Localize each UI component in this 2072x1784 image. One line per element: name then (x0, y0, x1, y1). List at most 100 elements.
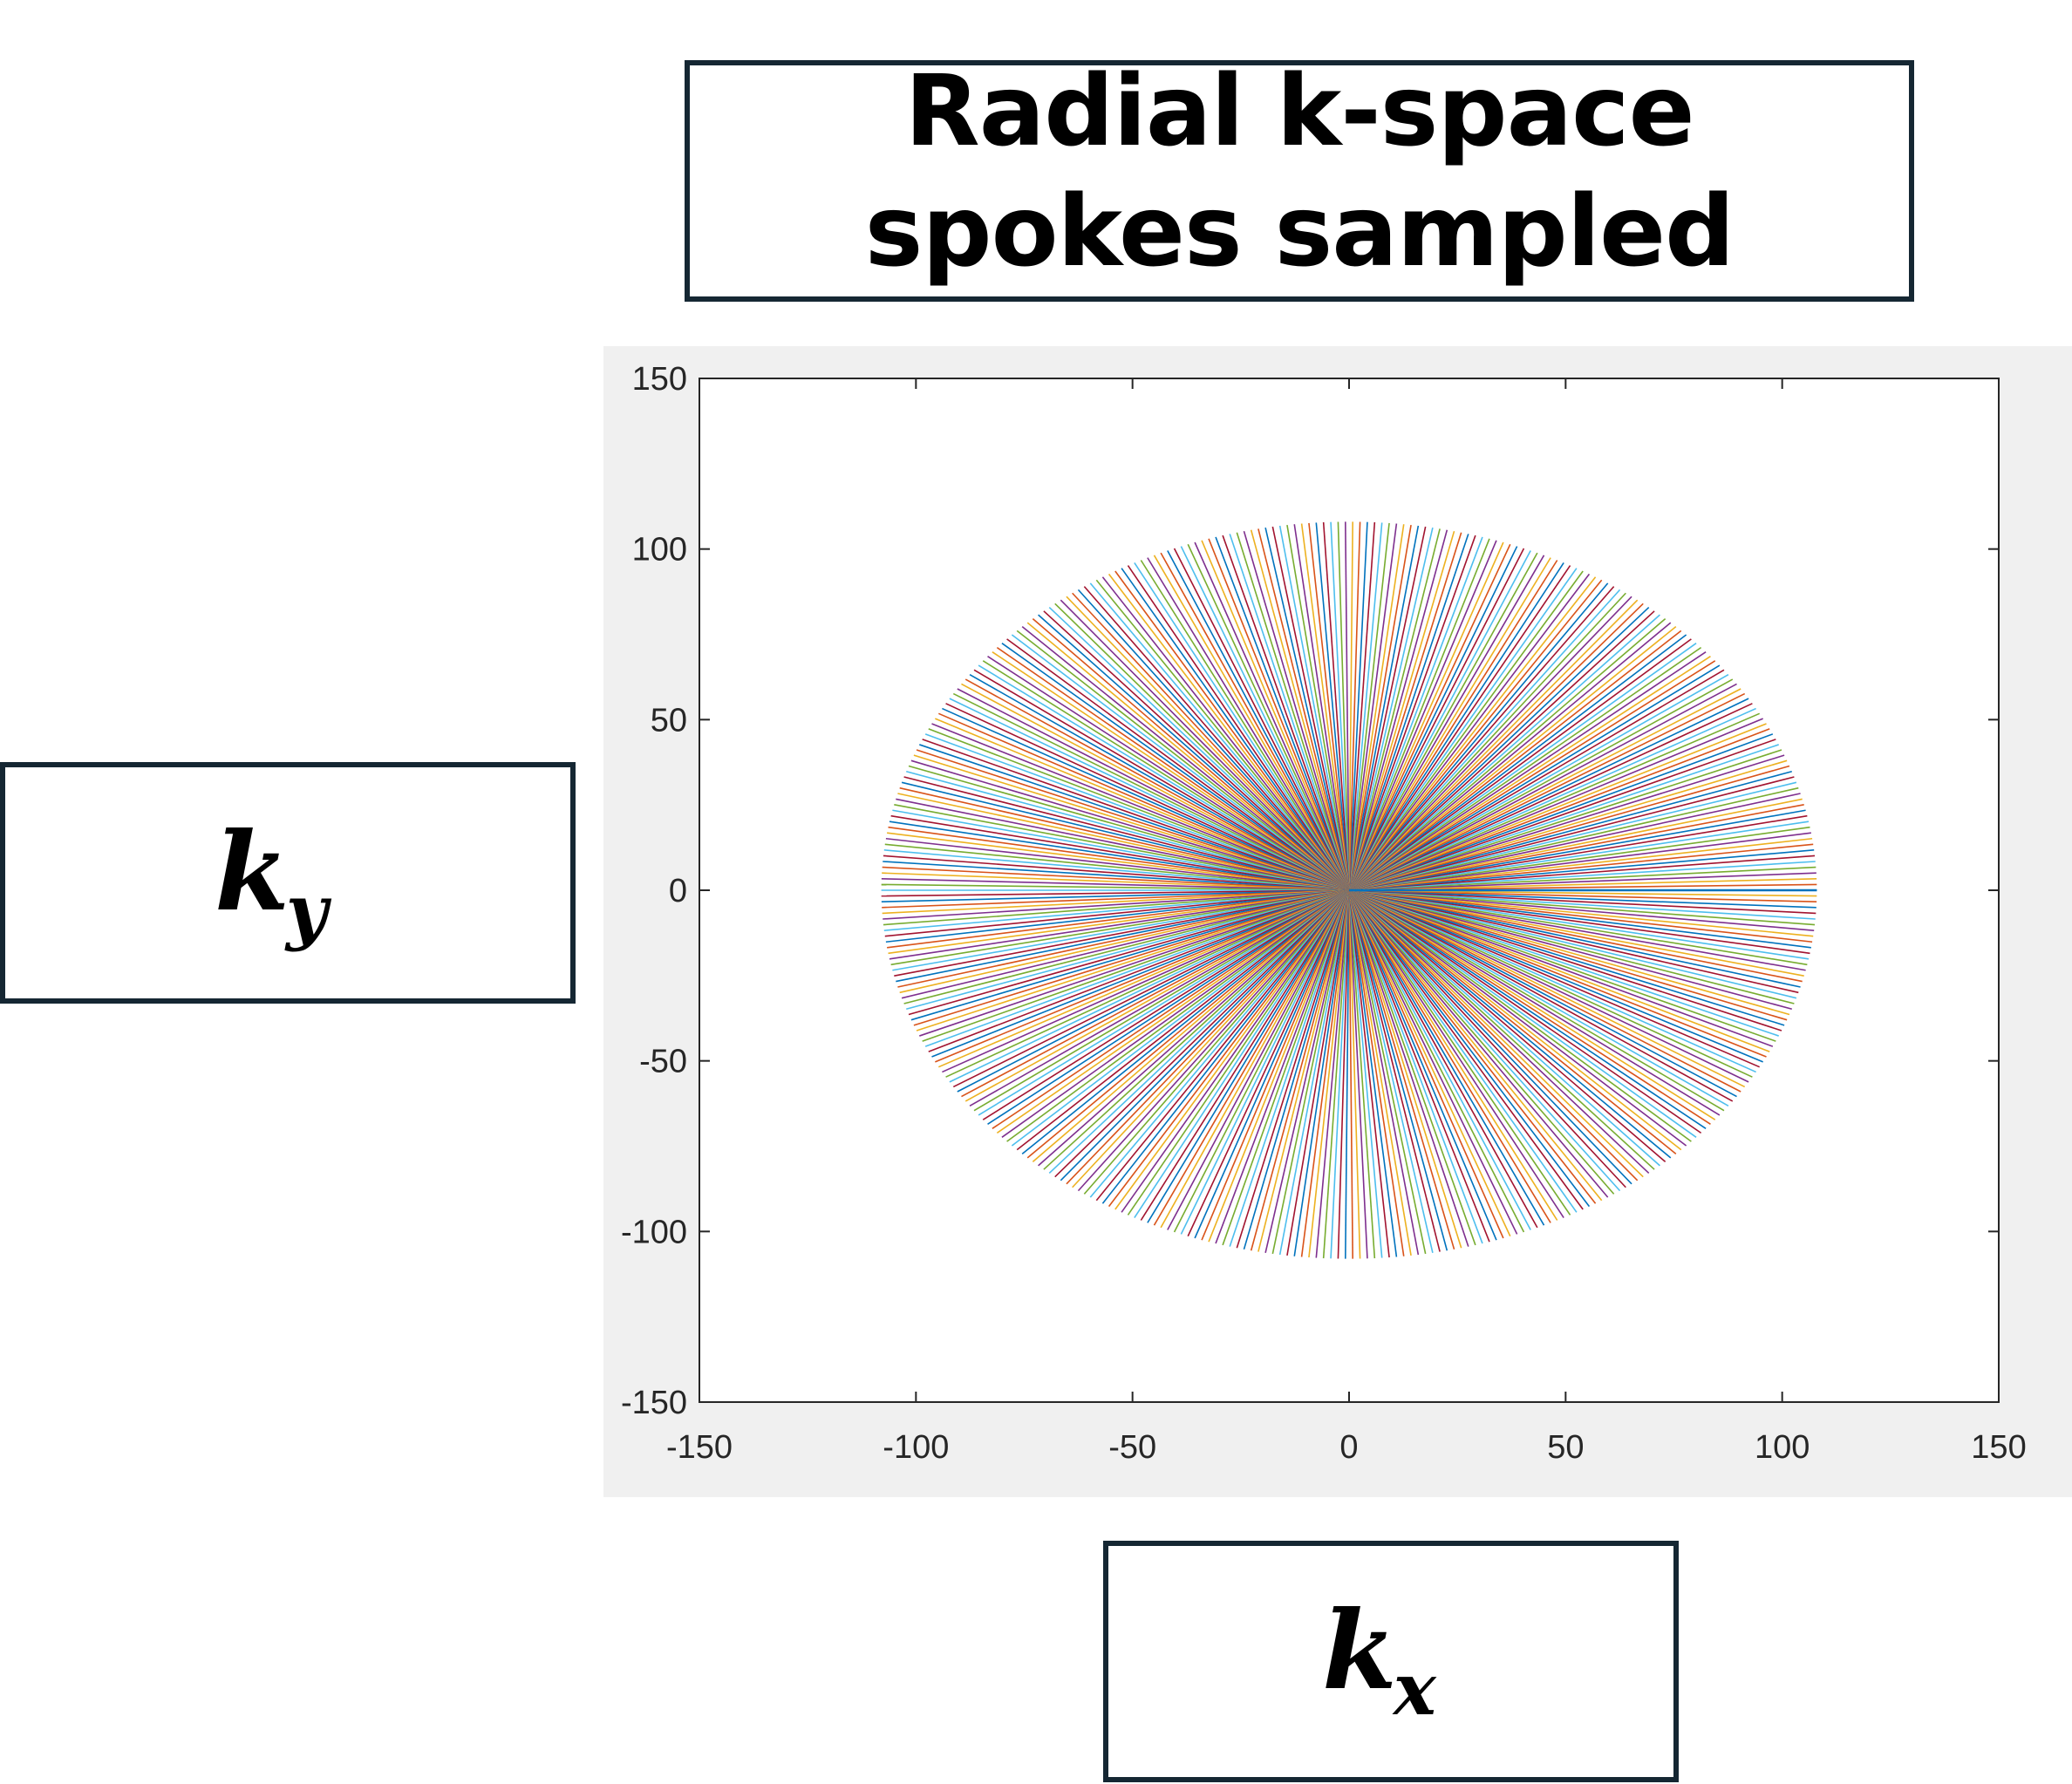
spoke-line (1348, 889, 1420, 1256)
spoke-line (1345, 521, 1350, 891)
spoke-line (1043, 889, 1350, 1170)
spoke-line (1108, 889, 1350, 1208)
spoke-line (1286, 889, 1350, 1256)
spoke-line (1348, 889, 1711, 1125)
spoke-line (964, 889, 1350, 1102)
spoke-line (1348, 889, 1525, 1233)
y-tick-label: 150 (632, 361, 687, 398)
spoke-line (1348, 889, 1584, 1210)
spoke-line (1001, 643, 1350, 891)
spoke-line (1229, 889, 1350, 1247)
spoke-line (1038, 889, 1350, 1167)
spoke-line (1348, 570, 1584, 891)
spoke-line (906, 770, 1350, 891)
spoke-line (1348, 889, 1799, 994)
spoke-line (1348, 712, 1761, 891)
spoke-line (1348, 521, 1361, 891)
spoke-line (1134, 562, 1350, 891)
spoke-line (913, 889, 1350, 1026)
spoke-line (987, 656, 1350, 891)
spoke-line (1348, 889, 1779, 1037)
spoke-line (1348, 739, 1776, 891)
spoke-line (1243, 889, 1350, 1250)
spoke-line (1348, 889, 1672, 1159)
spoke-line (1348, 889, 1785, 1026)
spoke-line (1348, 889, 1398, 1257)
spoke-line (1083, 586, 1350, 891)
spoke-line (887, 832, 1350, 891)
spoke-line (883, 861, 1350, 891)
y-tick-label: 0 (669, 873, 687, 909)
spoke-line (1348, 765, 1790, 891)
radial-spokes-plot: -150 -100 -50 0 50 100 150 -150 -100 -50 0 50 100 15… (621, 361, 2027, 1466)
spoke-line (1348, 543, 1511, 891)
spoke-line (883, 889, 1350, 931)
spoke-line (1108, 573, 1350, 891)
spoke-line (1066, 889, 1350, 1185)
spoke-line (1066, 596, 1350, 891)
y-axis-label-subscript: y (285, 869, 328, 953)
spoke-line (1348, 555, 1545, 891)
spoke-line (1348, 889, 1639, 1181)
spoke-line (1271, 889, 1350, 1255)
spoke-line (889, 821, 1350, 891)
spoke-line (1348, 522, 1390, 891)
spoke-line (1348, 889, 1603, 1202)
spoke-line (1348, 889, 1545, 1226)
spoke-line (1215, 889, 1350, 1244)
spoke-line (1348, 889, 1687, 1147)
spoke-line (949, 889, 1350, 1083)
spoke-line (1348, 546, 1518, 891)
spoke-line (957, 889, 1350, 1093)
spoke-line (1348, 889, 1511, 1237)
spoke-line (881, 889, 1350, 897)
spoke-line (1243, 530, 1350, 891)
spoke-line (942, 889, 1350, 1073)
spoke-line (1293, 889, 1350, 1256)
spoke-line (1348, 889, 1353, 1259)
y-tick-label: -150 (621, 1385, 687, 1421)
spoke-line (1348, 804, 1804, 891)
spoke-line (1208, 889, 1350, 1243)
spoke-line (1348, 610, 1655, 891)
spoke-line (1348, 837, 1813, 891)
spoke-line (1348, 889, 1405, 1256)
spoke-line (884, 889, 1350, 937)
spoke-line (1348, 889, 1621, 1192)
spoke-line (1026, 622, 1350, 891)
spoke-line (1348, 889, 1797, 999)
spoke-line (1348, 552, 1538, 891)
spoke-line (1348, 596, 1632, 891)
spoke-line (1348, 573, 1591, 891)
x-axis-label-symbol: k (1322, 1588, 1397, 1714)
spoke-line (1348, 889, 1682, 1151)
spoke-line (1348, 889, 1792, 1011)
spoke-line (935, 889, 1350, 1063)
spoke-line (1114, 570, 1350, 891)
spoke-line (1134, 889, 1350, 1218)
spoke-line (1348, 849, 1815, 891)
spoke-line (1348, 889, 1578, 1213)
spoke-line (1006, 638, 1350, 891)
spoke-line (961, 889, 1350, 1098)
spoke-line (1348, 889, 1504, 1239)
spoke-line (1264, 889, 1350, 1254)
spoke-line (1038, 614, 1350, 891)
spoke-line (1201, 889, 1350, 1241)
spoke-line (892, 889, 1350, 971)
spoke-line (892, 809, 1350, 891)
spoke-line (1180, 546, 1350, 891)
spoke-line (1348, 889, 1650, 1175)
spoke-line (1348, 889, 1434, 1254)
spoke-line (1095, 889, 1350, 1202)
spoke-line (1348, 889, 1564, 1218)
spoke-line (1095, 579, 1350, 891)
spoke-line (1167, 550, 1350, 891)
spoke-line (973, 889, 1350, 1112)
spoke-line (1348, 889, 1368, 1259)
spoke-line (982, 889, 1350, 1120)
spoke-line (978, 664, 1350, 891)
spoke-line (1048, 606, 1350, 891)
spoke-line (1089, 582, 1350, 891)
spoke-line (945, 703, 1350, 891)
